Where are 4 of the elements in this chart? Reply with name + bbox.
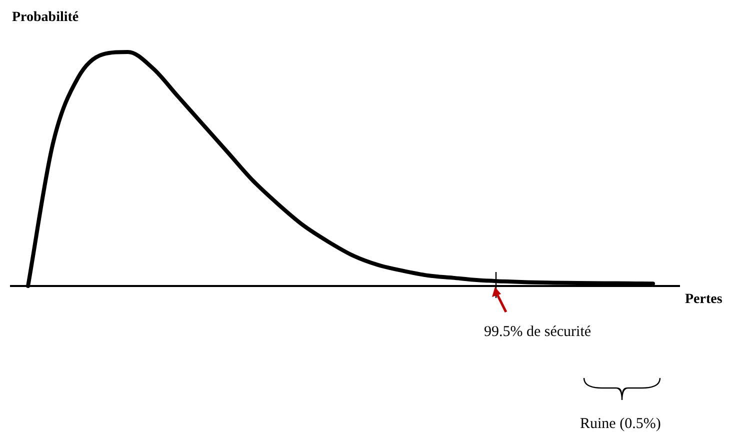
y-axis-title: Probabilité xyxy=(12,10,79,26)
x-axis-title: Pertes xyxy=(685,292,722,308)
text: 99.5% de sécurité xyxy=(484,324,592,341)
text: Ruine (0.5%) xyxy=(580,416,661,433)
